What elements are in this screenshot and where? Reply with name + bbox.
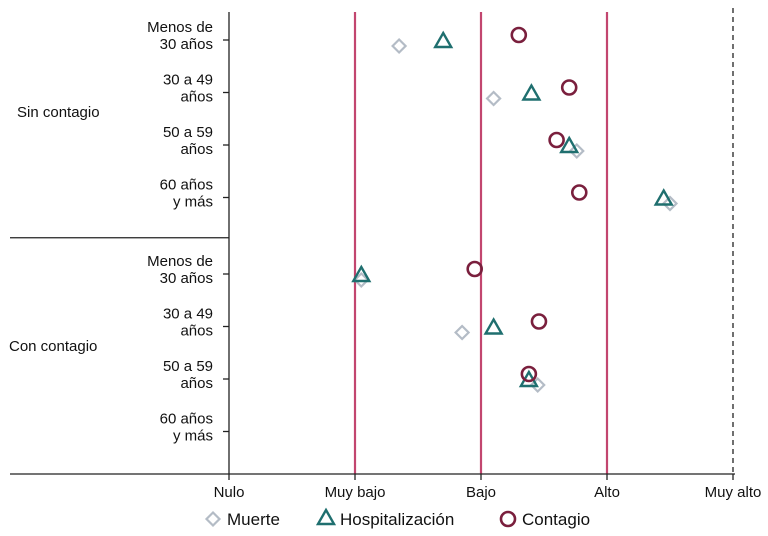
contagio-point <box>560 79 578 96</box>
muerte-point <box>661 195 679 212</box>
y-tick-label: años <box>180 141 213 158</box>
y-tick-label: 50 a 59 <box>163 124 213 141</box>
y-tick-label: años <box>180 89 213 106</box>
muerte-point <box>454 324 471 341</box>
hospitalizaci-n-point <box>351 264 372 283</box>
contagio-point <box>510 26 528 44</box>
y-tick-label: 30 a 49 <box>163 72 213 89</box>
legend-label: Muerte <box>227 510 280 529</box>
group-label: Con contagio <box>9 338 97 355</box>
y-tick-label: Menos de <box>147 253 213 270</box>
hospitalizaci-n-point <box>559 135 580 154</box>
legend-label: Hospitalización <box>340 510 454 529</box>
muerte-point <box>391 37 408 55</box>
y-tick-label: años <box>180 375 213 392</box>
contagio-point <box>520 365 538 383</box>
x-tick-label: Muy alto <box>705 484 762 501</box>
muerte-point <box>529 376 546 394</box>
hospitalizaci-n-point <box>653 188 674 206</box>
muerte-point <box>353 271 370 289</box>
contagio-point <box>530 313 548 330</box>
legend-diamond-icon <box>204 510 222 528</box>
x-tick-label: Muy bajo <box>325 484 386 501</box>
y-tick-label: 60 años <box>160 177 213 194</box>
muerte-point <box>485 90 502 107</box>
hospitalizaci-n-point <box>433 30 454 49</box>
y-tick-label: y más <box>173 428 213 445</box>
hospitalizaci-n-point <box>521 83 542 101</box>
y-tick-label: y más <box>173 194 213 211</box>
group-label: Sin contagio <box>17 104 100 121</box>
y-tick-label: 60 años <box>160 411 213 428</box>
x-tick-label: Bajo <box>466 484 496 501</box>
muerte-point <box>568 142 585 160</box>
contagio-point <box>466 260 484 278</box>
legend-triangle-icon <box>315 507 337 526</box>
contagio-point <box>548 131 565 149</box>
y-tick-label: 50 a 59 <box>163 358 213 375</box>
legend-circle-icon <box>499 510 517 528</box>
hospitalizaci-n-point <box>483 317 504 335</box>
y-tick-label: 30 a 49 <box>163 306 213 323</box>
x-tick-label: Nulo <box>214 484 245 501</box>
y-tick-label: años <box>180 323 213 340</box>
legend-label: Contagio <box>522 510 590 529</box>
contagio-point <box>570 184 588 201</box>
y-tick-label: Menos de <box>147 19 213 36</box>
x-tick-label: Alto <box>594 484 620 501</box>
y-tick-label: 30 años <box>160 270 213 287</box>
y-tick-label: 30 años <box>160 36 213 53</box>
